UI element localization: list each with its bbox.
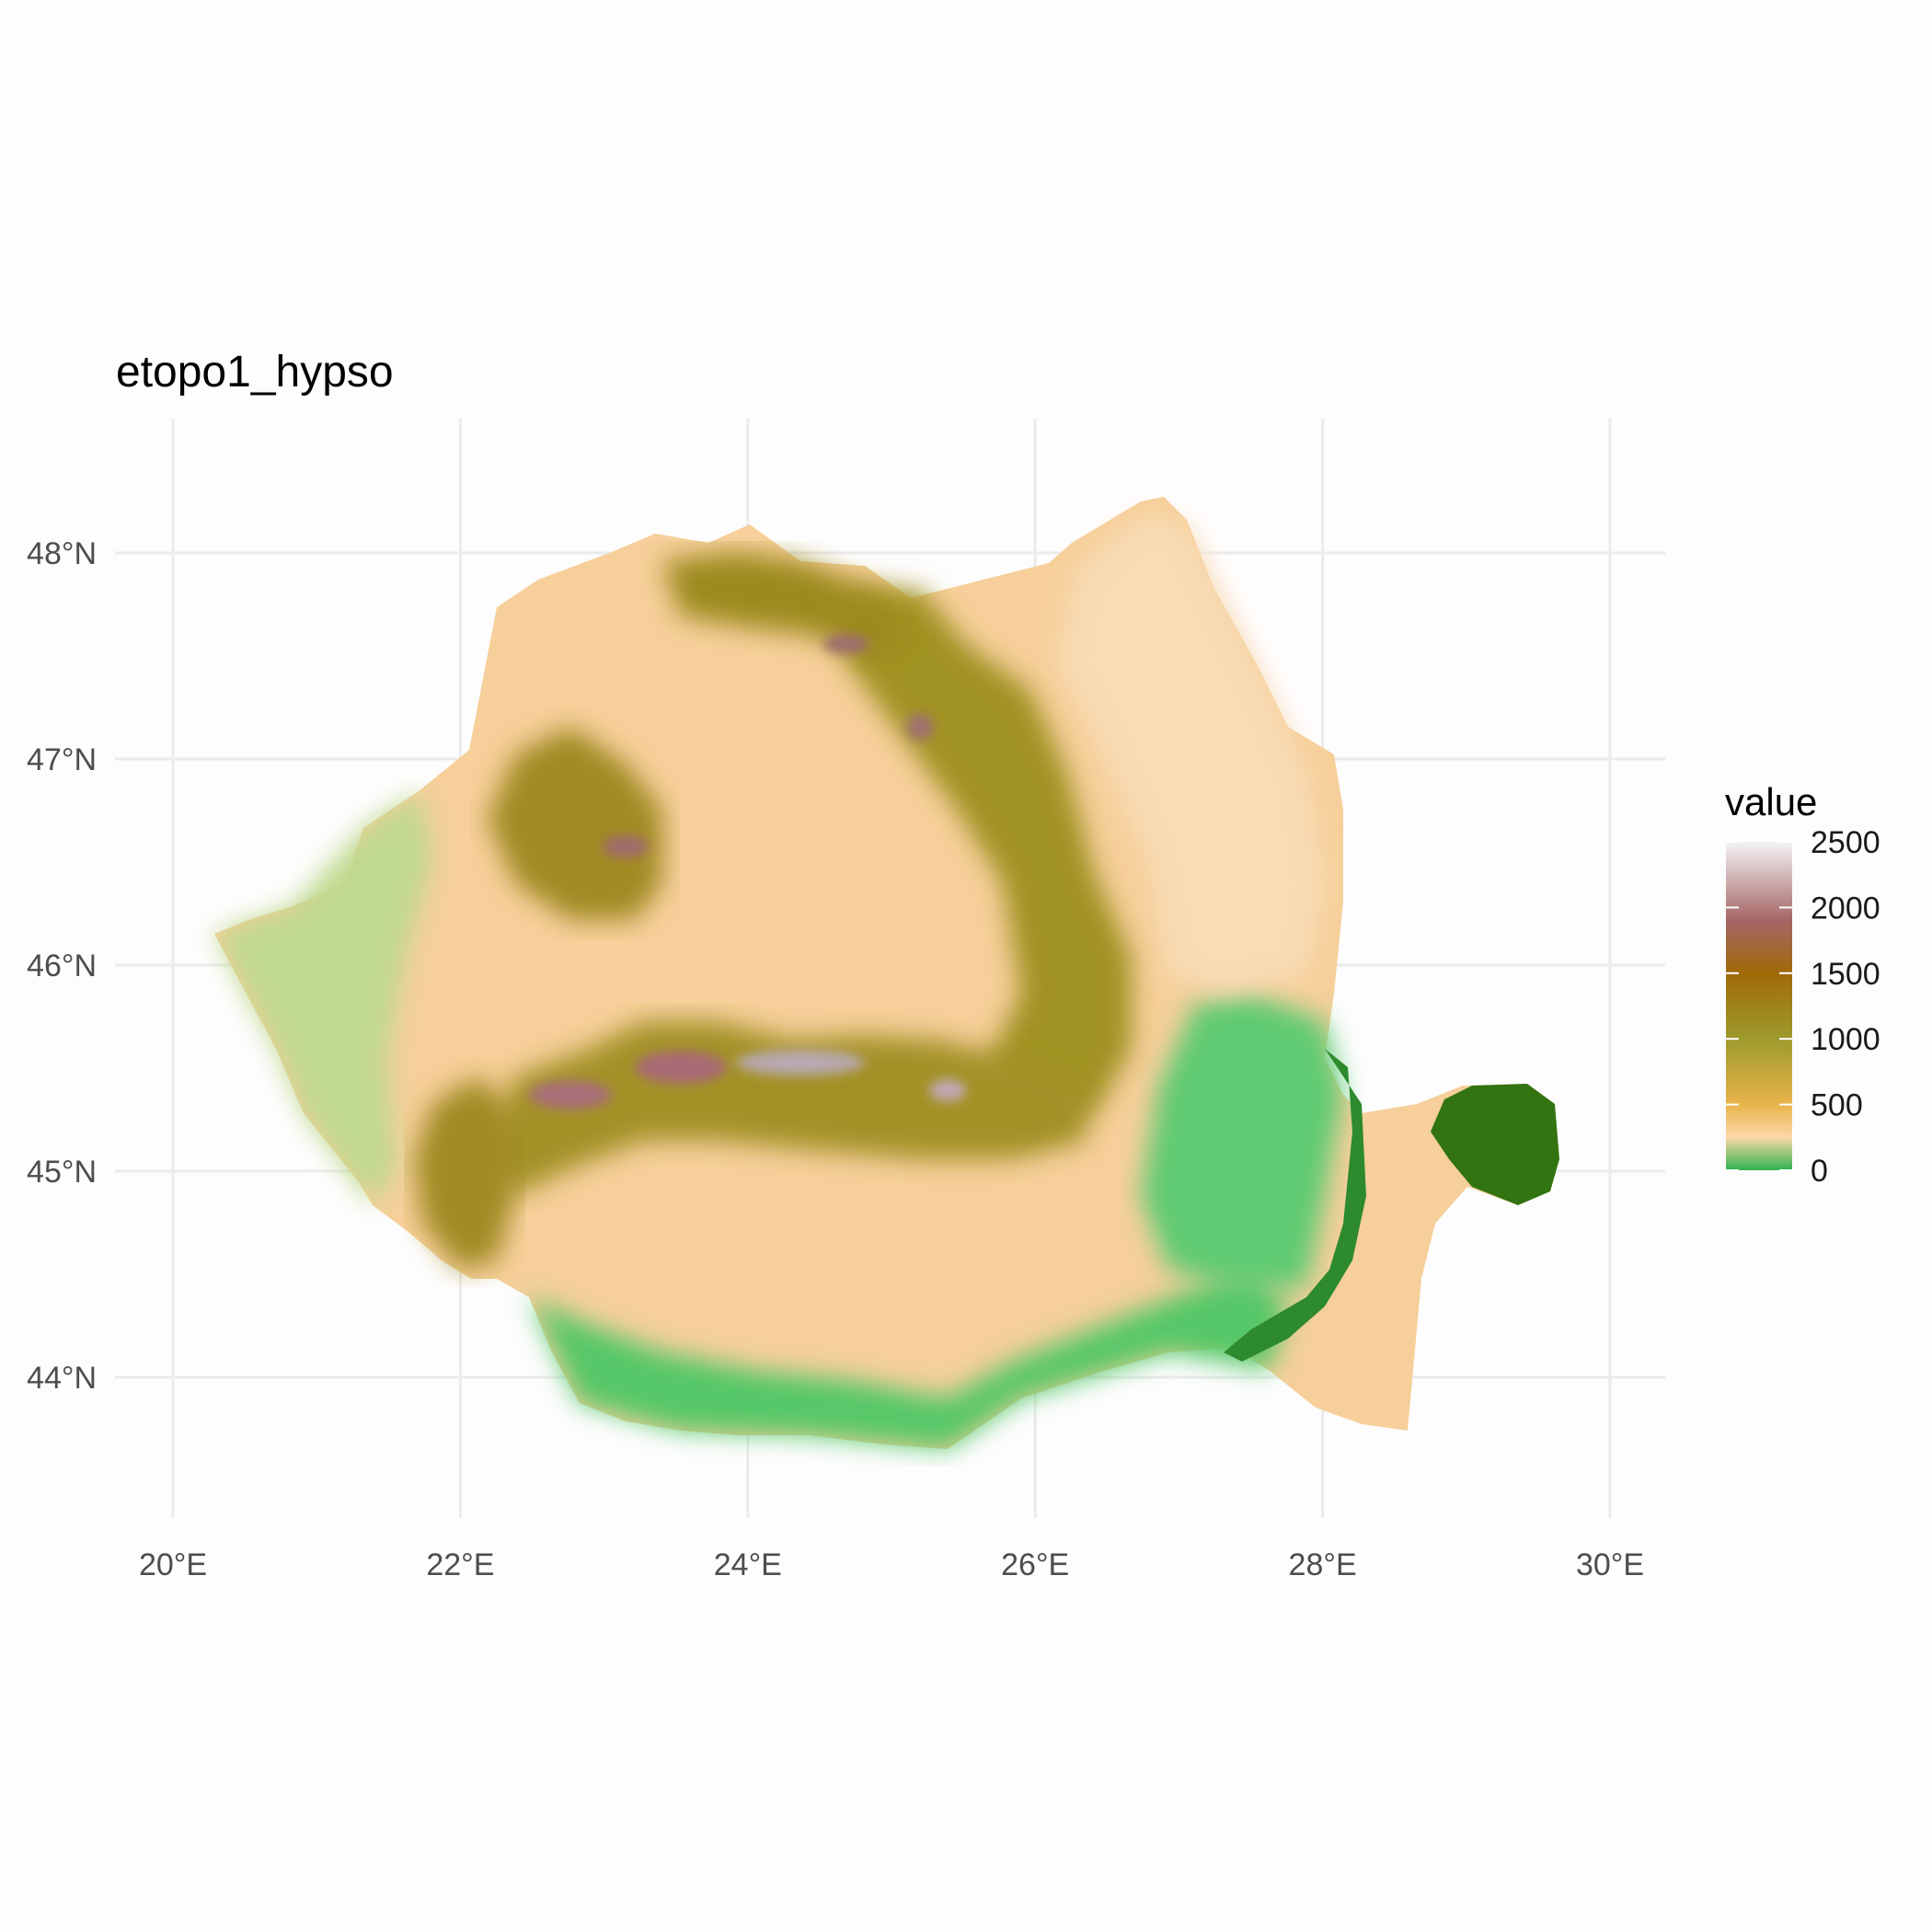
x-tick-label: 28°E <box>1289 1547 1357 1582</box>
apuseni-mountains <box>488 727 662 920</box>
x-tick-label: 24°E <box>714 1547 782 1582</box>
danube-delta <box>1431 1084 1559 1205</box>
moldavian-plateau <box>1058 515 1325 994</box>
x-tick-label: 22°E <box>426 1547 494 1582</box>
legend-colorbar <box>1726 842 1792 1170</box>
legend-label: 0 <box>1811 1154 1828 1189</box>
y-tick-label: 45°N <box>27 1155 97 1190</box>
legend-label: 500 <box>1811 1088 1863 1123</box>
southern-carpathians <box>478 1021 1086 1196</box>
y-tick-label: 47°N <box>27 742 97 777</box>
legend-label: 1000 <box>1811 1022 1880 1057</box>
maramures-mountains <box>662 552 911 662</box>
x-tick-label: 26°E <box>1001 1547 1069 1582</box>
x-tick-label: 30°E <box>1576 1547 1644 1582</box>
x-axis-labels: 20°E 22°E 24°E 26°E 28°E 30°E <box>139 1547 1644 1582</box>
x-tick-label: 20°E <box>139 1547 207 1582</box>
legend: value 2500 2000 1500 1000 500 0 <box>1725 780 1880 1189</box>
plot-title: etopo1_hypso <box>116 348 394 397</box>
legend-label: 2000 <box>1811 891 1880 926</box>
legend-label: 1500 <box>1811 957 1880 992</box>
legend-title: value <box>1725 780 1817 823</box>
danube-river <box>1224 1049 1366 1362</box>
danube-plain-south <box>529 1270 1288 1449</box>
banat-mountains <box>414 1076 515 1270</box>
y-axis-labels: 48°N 47°N 46°N 45°N 44°N <box>27 536 97 1396</box>
y-tick-label: 46°N <box>27 949 97 983</box>
elevation-raster <box>214 497 1559 1449</box>
western-plain <box>214 791 432 1205</box>
high-peaks <box>529 635 966 1110</box>
baragan-plain <box>1141 994 1343 1288</box>
legend-label: 2500 <box>1811 825 1880 860</box>
y-tick-label: 48°N <box>27 536 97 571</box>
y-tick-label: 44°N <box>27 1361 97 1396</box>
